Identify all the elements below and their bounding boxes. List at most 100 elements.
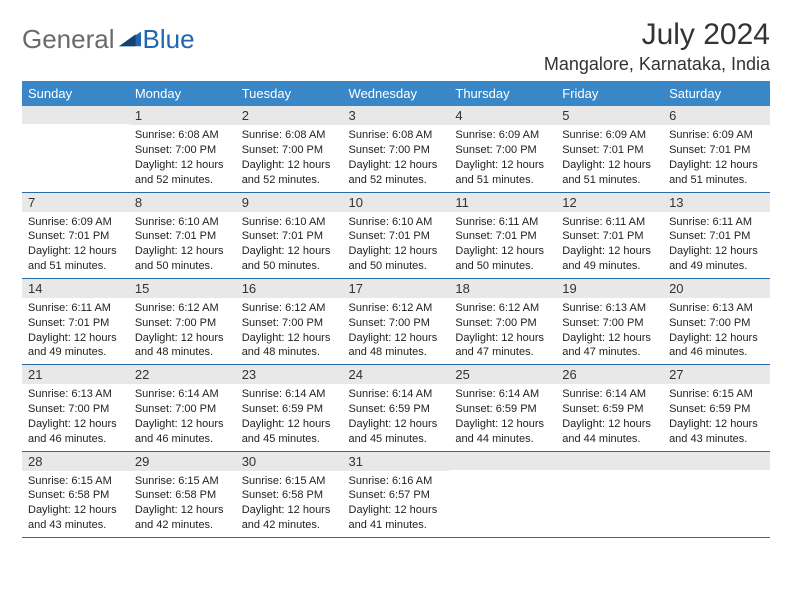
day-line: Sunrise: 6:09 AM bbox=[455, 128, 550, 143]
day-body: Sunrise: 6:11 AMSunset: 7:01 PMDaylight:… bbox=[663, 212, 770, 278]
weekday-header-row: Sunday Monday Tuesday Wednesday Thursday… bbox=[22, 81, 770, 106]
day-line: Sunrise: 6:08 AM bbox=[135, 128, 230, 143]
day-line: Sunset: 6:59 PM bbox=[562, 402, 657, 417]
day-line: Sunrise: 6:12 AM bbox=[135, 301, 230, 316]
day-number: 30 bbox=[236, 452, 343, 471]
day-cell: 16Sunrise: 6:12 AMSunset: 7:00 PMDayligh… bbox=[236, 278, 343, 364]
day-line: Sunrise: 6:09 AM bbox=[669, 128, 764, 143]
day-number bbox=[556, 452, 663, 470]
day-line: and 51 minutes. bbox=[455, 173, 550, 188]
day-line: Daylight: 12 hours bbox=[349, 503, 444, 518]
day-number: 2 bbox=[236, 106, 343, 125]
day-number: 20 bbox=[663, 279, 770, 298]
day-line: Sunset: 7:00 PM bbox=[349, 143, 444, 158]
day-line: Daylight: 12 hours bbox=[28, 417, 123, 432]
day-number: 22 bbox=[129, 365, 236, 384]
day-number: 19 bbox=[556, 279, 663, 298]
day-line: and 42 minutes. bbox=[135, 518, 230, 533]
day-body bbox=[663, 470, 770, 530]
day-body: Sunrise: 6:09 AMSunset: 7:01 PMDaylight:… bbox=[663, 125, 770, 191]
day-body: Sunrise: 6:09 AMSunset: 7:01 PMDaylight:… bbox=[22, 212, 129, 278]
day-line: Sunrise: 6:11 AM bbox=[669, 215, 764, 230]
day-line: Sunrise: 6:12 AM bbox=[349, 301, 444, 316]
day-line: Daylight: 12 hours bbox=[135, 417, 230, 432]
day-number: 6 bbox=[663, 106, 770, 125]
calendar-row: 7Sunrise: 6:09 AMSunset: 7:01 PMDaylight… bbox=[22, 192, 770, 278]
day-cell: 28Sunrise: 6:15 AMSunset: 6:58 PMDayligh… bbox=[22, 451, 129, 537]
day-line: Daylight: 12 hours bbox=[135, 244, 230, 259]
day-line: Sunrise: 6:11 AM bbox=[28, 301, 123, 316]
day-number: 4 bbox=[449, 106, 556, 125]
day-line: and 52 minutes. bbox=[349, 173, 444, 188]
day-line: Sunset: 6:59 PM bbox=[669, 402, 764, 417]
day-line: Daylight: 12 hours bbox=[242, 244, 337, 259]
day-line: Sunset: 6:57 PM bbox=[349, 488, 444, 503]
day-line: Sunset: 7:01 PM bbox=[28, 316, 123, 331]
day-line: Sunset: 7:01 PM bbox=[562, 229, 657, 244]
day-body: Sunrise: 6:12 AMSunset: 7:00 PMDaylight:… bbox=[129, 298, 236, 364]
day-line: and 46 minutes. bbox=[28, 432, 123, 447]
day-line: Daylight: 12 hours bbox=[242, 417, 337, 432]
day-line: Sunrise: 6:13 AM bbox=[28, 387, 123, 402]
day-cell: 2Sunrise: 6:08 AMSunset: 7:00 PMDaylight… bbox=[236, 106, 343, 192]
day-line: Sunset: 7:01 PM bbox=[242, 229, 337, 244]
day-line: Sunrise: 6:11 AM bbox=[455, 215, 550, 230]
day-line: and 48 minutes. bbox=[349, 345, 444, 360]
day-number: 24 bbox=[343, 365, 450, 384]
day-line: Daylight: 12 hours bbox=[455, 244, 550, 259]
empty-cell bbox=[22, 106, 129, 192]
day-line: Sunset: 7:00 PM bbox=[669, 316, 764, 331]
day-number: 29 bbox=[129, 452, 236, 471]
day-line: Sunrise: 6:09 AM bbox=[562, 128, 657, 143]
day-cell: 25Sunrise: 6:14 AMSunset: 6:59 PMDayligh… bbox=[449, 365, 556, 451]
empty-cell bbox=[556, 451, 663, 537]
day-line: and 45 minutes. bbox=[242, 432, 337, 447]
day-line: and 46 minutes. bbox=[135, 432, 230, 447]
day-line: and 43 minutes. bbox=[669, 432, 764, 447]
day-body: Sunrise: 6:10 AMSunset: 7:01 PMDaylight:… bbox=[236, 212, 343, 278]
day-cell: 22Sunrise: 6:14 AMSunset: 7:00 PMDayligh… bbox=[129, 365, 236, 451]
day-line: Daylight: 12 hours bbox=[242, 158, 337, 173]
day-line: Sunset: 7:01 PM bbox=[669, 229, 764, 244]
day-number bbox=[22, 106, 129, 124]
day-line: Daylight: 12 hours bbox=[28, 331, 123, 346]
day-line: Sunset: 7:01 PM bbox=[349, 229, 444, 244]
day-line: Daylight: 12 hours bbox=[242, 503, 337, 518]
day-line: Sunset: 7:01 PM bbox=[669, 143, 764, 158]
day-line: Daylight: 12 hours bbox=[349, 417, 444, 432]
day-number: 11 bbox=[449, 193, 556, 212]
day-number: 16 bbox=[236, 279, 343, 298]
day-number bbox=[663, 452, 770, 470]
logo-text-blue: Blue bbox=[143, 24, 195, 55]
day-body: Sunrise: 6:09 AMSunset: 7:01 PMDaylight:… bbox=[556, 125, 663, 191]
day-number: 14 bbox=[22, 279, 129, 298]
day-cell: 8Sunrise: 6:10 AMSunset: 7:01 PMDaylight… bbox=[129, 192, 236, 278]
day-number: 28 bbox=[22, 452, 129, 471]
header: General Blue July 2024 Mangalore, Karnat… bbox=[22, 18, 770, 75]
day-number: 12 bbox=[556, 193, 663, 212]
day-line: Sunrise: 6:08 AM bbox=[242, 128, 337, 143]
day-line: and 43 minutes. bbox=[28, 518, 123, 533]
day-line: and 48 minutes. bbox=[135, 345, 230, 360]
day-line: Daylight: 12 hours bbox=[669, 417, 764, 432]
day-line: Sunset: 6:58 PM bbox=[135, 488, 230, 503]
day-number: 25 bbox=[449, 365, 556, 384]
day-body: Sunrise: 6:15 AMSunset: 6:58 PMDaylight:… bbox=[129, 471, 236, 537]
day-line: Daylight: 12 hours bbox=[455, 331, 550, 346]
day-number: 3 bbox=[343, 106, 450, 125]
calendar-row: 14Sunrise: 6:11 AMSunset: 7:01 PMDayligh… bbox=[22, 278, 770, 364]
day-cell: 11Sunrise: 6:11 AMSunset: 7:01 PMDayligh… bbox=[449, 192, 556, 278]
day-line: Sunrise: 6:12 AM bbox=[242, 301, 337, 316]
weekday-header: Thursday bbox=[449, 81, 556, 106]
day-body bbox=[556, 470, 663, 530]
day-line: Sunrise: 6:15 AM bbox=[28, 474, 123, 489]
day-number: 10 bbox=[343, 193, 450, 212]
day-line: Sunrise: 6:15 AM bbox=[242, 474, 337, 489]
calendar-row: 28Sunrise: 6:15 AMSunset: 6:58 PMDayligh… bbox=[22, 451, 770, 537]
day-line: Daylight: 12 hours bbox=[562, 417, 657, 432]
day-line: Daylight: 12 hours bbox=[455, 158, 550, 173]
day-line: Sunset: 6:58 PM bbox=[28, 488, 123, 503]
day-line: and 47 minutes. bbox=[455, 345, 550, 360]
day-line: and 44 minutes. bbox=[562, 432, 657, 447]
day-line: Daylight: 12 hours bbox=[669, 244, 764, 259]
